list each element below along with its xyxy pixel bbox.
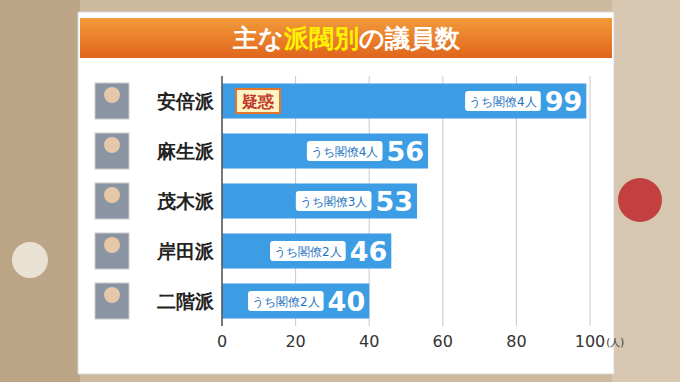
note-box [248,291,324,311]
bar [222,234,391,269]
portrait [95,83,129,119]
tick-label: 100 [575,332,606,351]
note-box [270,241,346,261]
studio-left [0,0,80,382]
title-part: 主な [232,24,284,53]
title-part: の議員数 [359,24,461,53]
category-label: 岸田派 [156,240,215,262]
note-text: うち閣僚4人 [469,95,537,109]
bars [222,84,586,319]
note: うち閣僚2人 [248,291,324,311]
portrait-face [104,237,120,253]
portrait-face [104,187,120,203]
badge-box [236,89,280,113]
axis-line [221,76,223,326]
grid-line [590,76,591,326]
data-label: 46 [350,236,388,267]
data-label: 53 [375,186,413,217]
studio-background [0,0,680,382]
tick-label: 0 [217,332,227,351]
data-label: 99 [545,86,583,117]
note-box [296,191,372,211]
note: うち閣僚2人 [270,241,346,261]
title: 主な派閥別の議員数 [232,24,461,53]
portrait [95,133,129,169]
portrait [95,233,129,269]
category-label: 麻生派 [156,140,215,162]
bar [222,184,417,219]
note-text: うち閣僚2人 [252,295,320,309]
portrait-face [104,87,120,103]
bar [222,134,428,169]
bar [222,284,369,319]
tick-label: 60 [433,332,453,351]
note-box [307,141,383,161]
decor [12,242,48,278]
data-label: 40 [328,286,366,317]
tick-label: 20 [285,332,305,351]
note-text: うち閣僚4人 [311,145,379,159]
header-band [80,18,612,58]
decor-flower [618,178,662,222]
title-part: 派閥別 [283,24,359,53]
board [78,12,614,374]
tick-label: 40 [359,332,379,351]
category-label: 安倍派 [157,90,215,112]
badge: 疑惑 [236,89,280,113]
note-text: うち閣僚3人 [300,195,368,209]
category-label: 二階派 [157,290,215,312]
note: うち閣僚4人 [465,91,541,111]
studio-right [612,0,680,382]
portrait [95,183,129,219]
portrait-face [104,137,120,153]
chart-root: 主な派閥別の議員数 0 20 40 60 80 100(人) 安倍派麻生派茂木派岸田派二階派 9… [0,0,680,382]
portrait-face [104,287,120,303]
note-text: うち閣僚2人 [274,245,342,259]
badge-text: 疑惑 [241,92,275,111]
grid-line [222,76,223,326]
axis-unit: (人) [606,337,624,348]
tick-label: 80 [506,332,526,351]
category-label: 茂木派 [156,190,215,212]
note: うち閣僚4人 [307,141,383,161]
bar [222,84,586,119]
portrait [95,283,129,319]
note: うち閣僚3人 [296,191,372,211]
data-label: 56 [387,136,425,167]
note-box [465,91,541,111]
